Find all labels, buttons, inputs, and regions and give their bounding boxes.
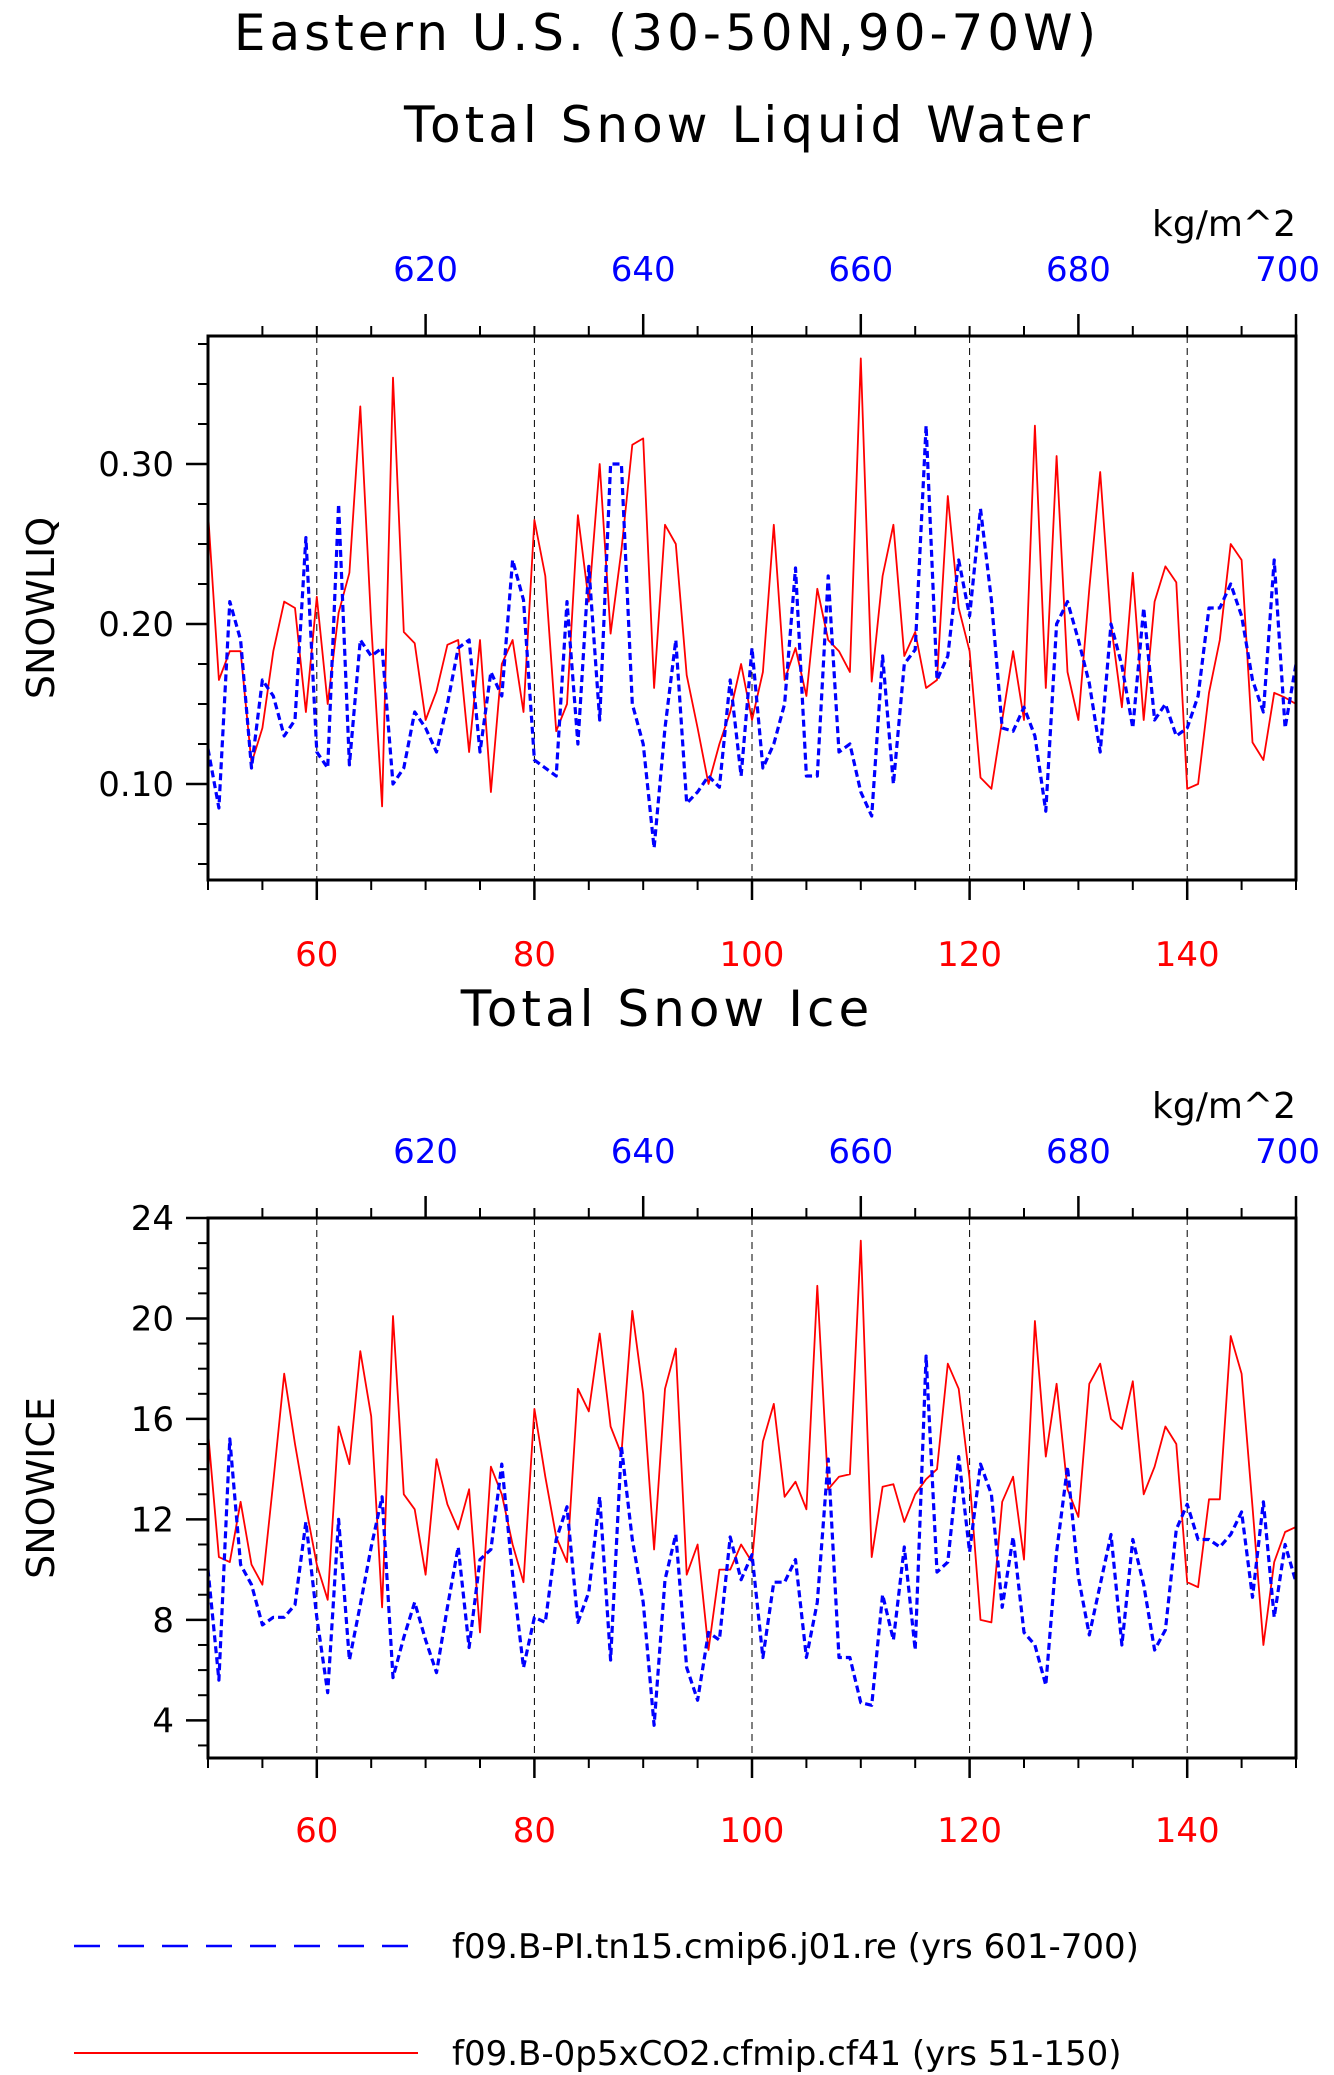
panel-1: 60 80 100 120 140 620 640 660 680 700 kg/m^2 0.10 0.…: [19, 204, 1320, 975]
y-tick-label: 16: [131, 1400, 174, 1440]
y-tick-label: 0.30: [98, 445, 174, 485]
y-tick-label: 0.20: [98, 605, 174, 645]
x-top-tick-label: 700: [1255, 250, 1320, 290]
x-top-tick-label: 680: [1046, 250, 1111, 290]
y-tick-label: 0.10: [98, 765, 174, 805]
x-bottom-tick-label: 120: [937, 1811, 1002, 1851]
panel1-title: Total Snow Liquid Water: [404, 96, 1094, 154]
series-line-red: [207, 357, 1297, 808]
x-bottom-tick-label: 140: [1155, 935, 1220, 975]
x-bottom-tick-label: 100: [720, 935, 785, 975]
y-tick-label: 4: [152, 1701, 174, 1741]
panel-2: 60 80 100 120 140 620 640 660 680 700 kg/m^2 4 8 12 16…: [19, 1086, 1320, 1851]
x-top-tick-label: 620: [393, 1132, 458, 1172]
x-top-tick-label: 660: [828, 1132, 893, 1172]
y-axis-label: SNOWICE: [19, 1397, 63, 1579]
legend-label: f09.B-PI.tn15.cmip6.j01.re (yrs 601-700): [452, 1927, 1139, 1967]
x-bottom-tick-label: 100: [720, 1811, 785, 1851]
x-top-tick-label: 640: [611, 250, 676, 290]
y-tick-label: 8: [152, 1601, 174, 1641]
units-label: kg/m^2: [1152, 1086, 1296, 1127]
series-line-blue: [206, 424, 1298, 850]
units-label: kg/m^2: [1152, 204, 1296, 245]
x-top-tick-label: 680: [1046, 1132, 1111, 1172]
x-top-tick-label: 620: [393, 250, 458, 290]
x-top-tick-label: 640: [611, 1132, 676, 1172]
legend-label: f09.B-0p5xCO2.cfmip.cf41 (yrs 51-150): [452, 2034, 1121, 2074]
legend: f09.B-PI.tn15.cmip6.j01.re (yrs 601-700)…: [74, 1927, 1139, 2074]
x-top-tick-label: 660: [828, 250, 893, 290]
y-axis-label: SNOWLIQ: [19, 517, 63, 699]
series-line-blue: [206, 1354, 1298, 1727]
x-top-tick-label: 700: [1255, 1132, 1320, 1172]
x-bottom-tick-label: 80: [513, 935, 556, 975]
x-bottom-tick-label: 80: [513, 1811, 556, 1851]
main-title: Eastern U.S. (30-50N,90-70W): [233, 4, 1101, 62]
x-bottom-tick-label: 140: [1155, 1811, 1220, 1851]
panel2-title: Total Snow Ice: [460, 980, 874, 1038]
y-tick-label: 20: [131, 1299, 174, 1339]
y-tick-label: 24: [131, 1199, 174, 1239]
x-bottom-tick-label: 60: [295, 1811, 338, 1851]
x-bottom-tick-label: 120: [937, 935, 1002, 975]
y-tick-label: 12: [131, 1500, 174, 1540]
x-bottom-tick-label: 60: [295, 935, 338, 975]
